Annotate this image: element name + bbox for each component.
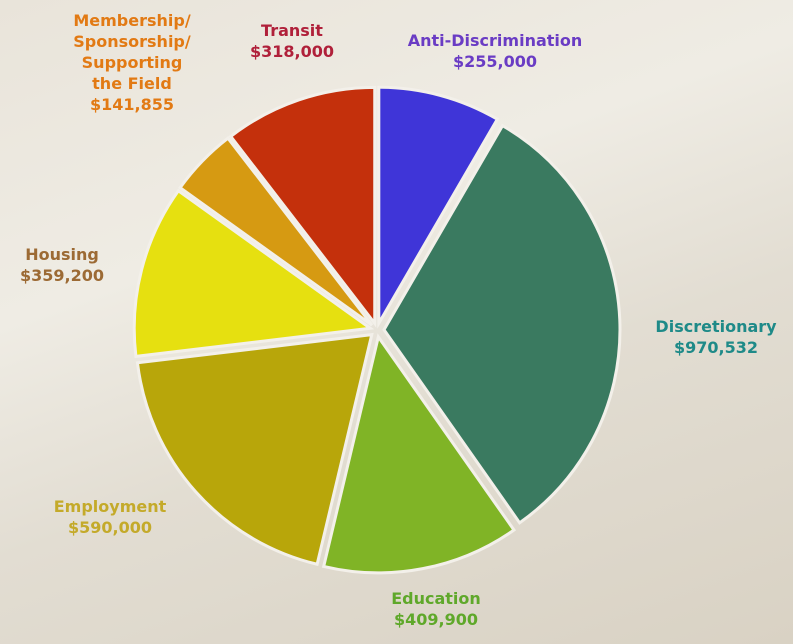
value-label: $255,000 <box>375 51 615 72</box>
value-label: $590,000 <box>25 517 195 538</box>
slice-label: Transit$318,000 <box>232 20 352 62</box>
category-label: Housing <box>0 244 127 265</box>
category-label: Membership/ Sponsorship/ Supporting the … <box>71 10 193 94</box>
slice-label: Housing$359,200 <box>0 244 127 286</box>
category-label: Education <box>356 588 516 609</box>
category-label: Employment <box>25 496 195 517</box>
slice-label: Discretionary$970,532 <box>636 316 793 358</box>
value-label: $318,000 <box>232 41 352 62</box>
value-label: $141,855 <box>71 94 193 115</box>
value-label: $359,200 <box>0 265 127 286</box>
slice-label: Anti-Discrimination$255,000 <box>375 30 615 72</box>
category-label: Transit <box>232 20 352 41</box>
category-label: Discretionary <box>636 316 793 337</box>
slice-label: Education$409,900 <box>356 588 516 630</box>
category-label: Anti-Discrimination <box>375 30 615 51</box>
value-label: $970,532 <box>636 337 793 358</box>
page: (() => { const data = JSON.parse(documen… <box>0 0 793 644</box>
slice-label: Employment$590,000 <box>25 496 195 538</box>
value-label: $409,900 <box>356 609 516 630</box>
slice-label: Membership/ Sponsorship/ Supporting the … <box>71 10 193 115</box>
